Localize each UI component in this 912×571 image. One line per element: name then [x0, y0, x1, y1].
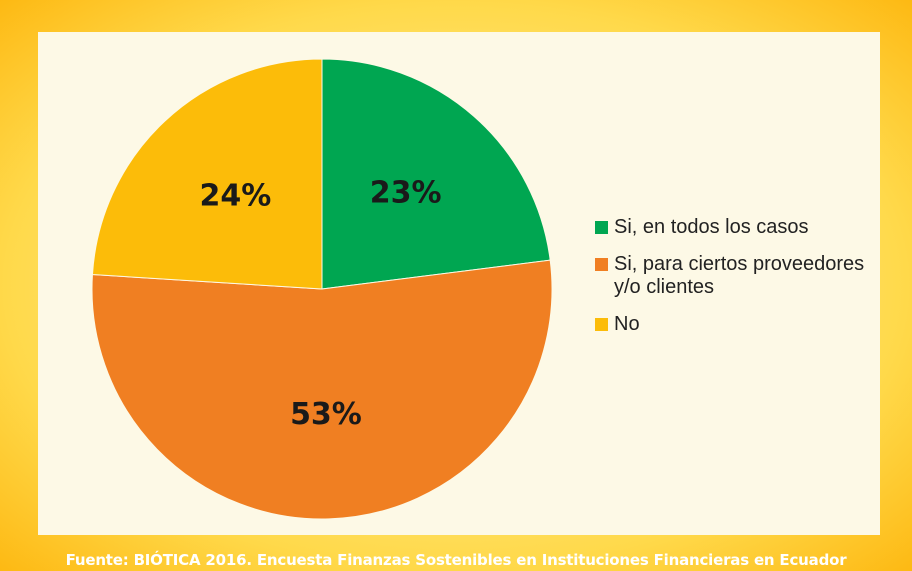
pie-slice — [91, 58, 323, 290]
source: Fuente: BIÓTICA 2016. Encuesta Finanzas … — [65, 551, 847, 569]
pie-slice — [321, 58, 551, 290]
data-label: 24% — [199, 178, 271, 213]
legend-swatch — [595, 258, 608, 271]
legend-label: Si, para ciertos proveedores y/o cliente… — [614, 253, 865, 298]
legend: Si, en todos los casos Si, para ciertos p… — [595, 216, 875, 350]
legend-item: Si, en todos los casos — [595, 216, 875, 239]
data-label: 23% — [370, 176, 442, 211]
pie-slice — [91, 259, 553, 520]
legend-swatch — [595, 318, 608, 331]
data-label: 53% — [290, 397, 362, 432]
legend-item: No — [595, 313, 875, 336]
legend-label: Si, en todos los casos — [614, 216, 809, 238]
legend-item: Si, para ciertos proveedores y/o cliente… — [595, 253, 875, 299]
legend-swatch — [595, 221, 608, 234]
legend-label: No — [614, 313, 640, 335]
